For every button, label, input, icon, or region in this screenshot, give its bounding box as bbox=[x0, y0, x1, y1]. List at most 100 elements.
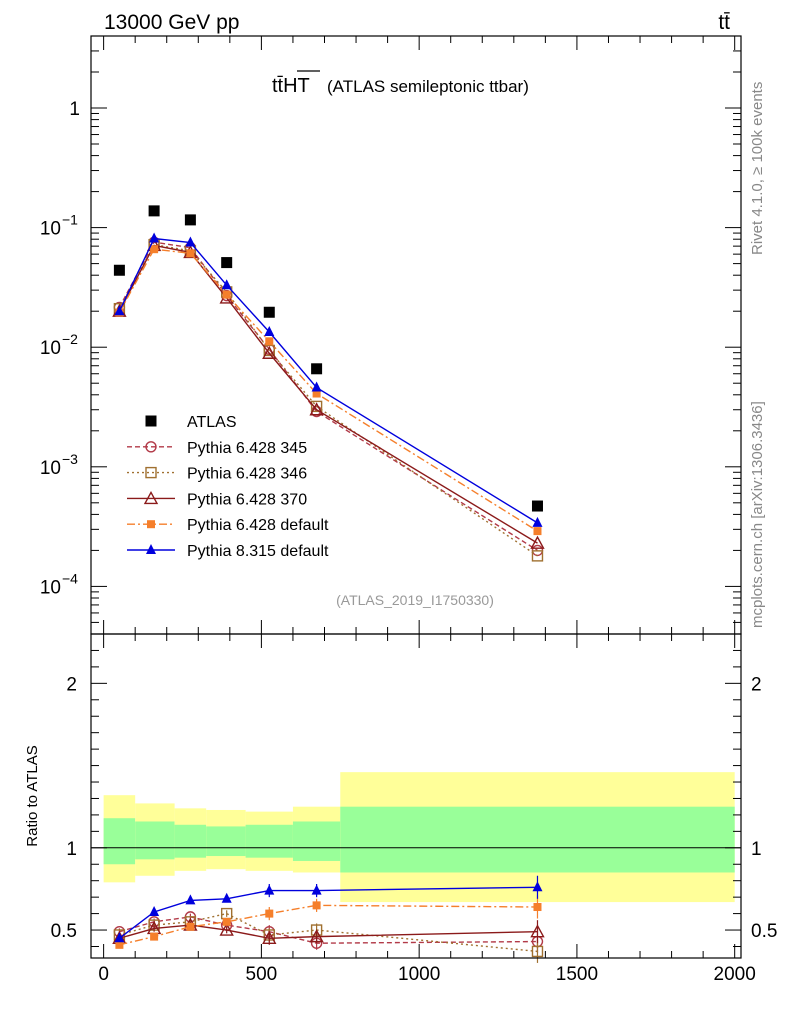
series-3-point-4 bbox=[265, 337, 274, 346]
rivet-label: Rivet 4.1.0, ≥ 100k events bbox=[749, 82, 766, 255]
series-line-1 bbox=[118, 243, 538, 557]
ratio-panel: 0.5 0.5 1 1 2 2 Ratio to ATLAS bbox=[24, 633, 777, 963]
energy-label: 13000 GeV pp bbox=[104, 11, 239, 34]
ratio-point-4-1 bbox=[149, 905, 160, 916]
ratio-y-tick-label-right: 1 bbox=[751, 839, 762, 860]
ratio-point-2-4 bbox=[262, 930, 277, 944]
x-tick-label: 500 bbox=[246, 964, 278, 985]
series-3-point-1 bbox=[150, 245, 159, 254]
inner-band-6 bbox=[340, 806, 735, 873]
legend-label-3: Pythia 6.428 370 bbox=[187, 491, 307, 508]
ratio-y-tick-label: 1 bbox=[66, 839, 77, 860]
series-1-point-4 bbox=[263, 344, 275, 357]
legend-marker-2 bbox=[145, 466, 157, 479]
plot-title: tt̄HT bbox=[272, 75, 310, 97]
ratio-point-4-4 bbox=[264, 884, 275, 895]
ratio-bands bbox=[103, 772, 735, 903]
main-panel: 10 −410 −310 −210 −11 tt̄HT (ATLAS semilepto… bbox=[40, 35, 742, 635]
ratio-point-1-6 bbox=[531, 945, 544, 958]
mcplots-label: mcplots.cern.ch [arXiv:1306.3436] bbox=[749, 401, 766, 628]
legend-label-5: Pythia 8.315 default bbox=[187, 543, 329, 560]
series-line-3 bbox=[118, 248, 538, 532]
legend-marker-5 bbox=[146, 544, 156, 554]
x-axis-ticks: 0 500 1000 1500 2000 bbox=[98, 36, 756, 985]
ratio-point-2-3 bbox=[219, 922, 234, 936]
ratio-line-0 bbox=[119, 916, 538, 944]
series-4-point-3 bbox=[221, 279, 232, 290]
ratio-frame bbox=[90, 633, 742, 959]
series-2-point-6 bbox=[530, 535, 545, 549]
main-axis-ticks: 10 −410 −310 −210 −11 bbox=[40, 35, 741, 635]
x-tick-label: 0 bbox=[98, 964, 109, 985]
main-y-tick-label: 10 bbox=[40, 458, 61, 479]
legend-marker-3 bbox=[143, 490, 159, 505]
series-3-point-2 bbox=[186, 249, 195, 258]
ratio-axis-ticks: 0.5 0.5 1 1 2 2 bbox=[51, 649, 777, 947]
series-3-point-5 bbox=[312, 389, 321, 398]
ratio-point-3-0 bbox=[115, 940, 124, 949]
series-4-point-1 bbox=[149, 232, 160, 243]
series-4-point-4 bbox=[264, 326, 275, 337]
ratio-plot-marks bbox=[112, 875, 545, 963]
main-y-tick-label: 10 bbox=[40, 577, 61, 598]
data-point-3 bbox=[221, 257, 233, 269]
main-y-tick-label-exp: −3 bbox=[62, 451, 78, 467]
ratio-y-tick-label-right: 0.5 bbox=[751, 921, 777, 942]
ratio-point-4-3 bbox=[221, 892, 232, 903]
ratio-point-3-1 bbox=[150, 932, 159, 941]
inner-band-3 bbox=[206, 826, 246, 857]
series-line-0 bbox=[118, 241, 538, 551]
inner-band-0 bbox=[103, 818, 136, 865]
legend-label-0: ATLAS bbox=[187, 414, 237, 431]
data-point-4 bbox=[263, 306, 275, 318]
data-point-1 bbox=[148, 205, 160, 217]
data-point-2 bbox=[184, 214, 196, 226]
inner-band-4 bbox=[245, 824, 293, 858]
legend-marker-4 bbox=[147, 520, 155, 529]
process-label: tt̄ bbox=[718, 11, 730, 34]
ratio-point-4-6 bbox=[532, 881, 543, 892]
main-plot-marks bbox=[112, 205, 545, 562]
main-y-tick-label: 10 bbox=[40, 219, 61, 240]
inner-band-1 bbox=[135, 821, 175, 860]
series-4-point-5 bbox=[311, 381, 322, 392]
data-point-5 bbox=[311, 363, 323, 375]
ratio-point-4-2 bbox=[185, 894, 196, 905]
series-4-point-0 bbox=[114, 305, 125, 316]
legend-label-2: Pythia 6.428 346 bbox=[187, 466, 307, 483]
series-3-point-6 bbox=[533, 527, 542, 536]
ratio-point-2-5 bbox=[309, 929, 324, 943]
ratio-point-2-6 bbox=[530, 924, 545, 938]
main-y-tick-label-exp: −4 bbox=[62, 570, 78, 586]
legend-marker-0 bbox=[145, 415, 157, 427]
series-4-point-6 bbox=[532, 516, 543, 527]
series-2-point-4 bbox=[262, 345, 277, 359]
ratio-y-label: Ratio to ATLAS bbox=[24, 745, 41, 846]
data-point-0 bbox=[113, 264, 125, 276]
legend-label-1: Pythia 6.428 345 bbox=[187, 440, 307, 457]
series-2-point-5 bbox=[309, 402, 324, 416]
series-1-point-6 bbox=[531, 550, 544, 562]
ratio-y-tick-label: 0.5 bbox=[51, 921, 77, 942]
main-y-tick-label: 1 bbox=[69, 99, 80, 120]
ratio-point-3-3 bbox=[222, 917, 231, 926]
series-3-point-3 bbox=[222, 290, 231, 299]
ratio-point-4-5 bbox=[311, 884, 322, 895]
series-1-point-5 bbox=[310, 400, 323, 413]
data-point-6 bbox=[531, 500, 543, 512]
ratio-line-3 bbox=[119, 904, 538, 946]
main-y-tick-label-exp: −2 bbox=[62, 331, 78, 347]
legend-marker-1 bbox=[145, 441, 157, 453]
ratio-y-tick-label-right: 2 bbox=[751, 674, 762, 695]
x-tick-label: 1500 bbox=[556, 964, 598, 985]
plot-subtitle: (ATLAS semileptonic ttbar) bbox=[327, 77, 529, 96]
ratio-point-3-5 bbox=[312, 901, 321, 910]
inner-band-5 bbox=[292, 821, 341, 861]
inner-band-2 bbox=[174, 824, 207, 858]
ratio-y-tick-label: 2 bbox=[66, 674, 77, 695]
series-line-4 bbox=[118, 237, 538, 524]
x-tick-label: 2000 bbox=[714, 964, 756, 985]
analysis-label: (ATLAS_2019_I1750330) bbox=[336, 592, 494, 608]
ratio-point-3-6 bbox=[533, 903, 542, 912]
